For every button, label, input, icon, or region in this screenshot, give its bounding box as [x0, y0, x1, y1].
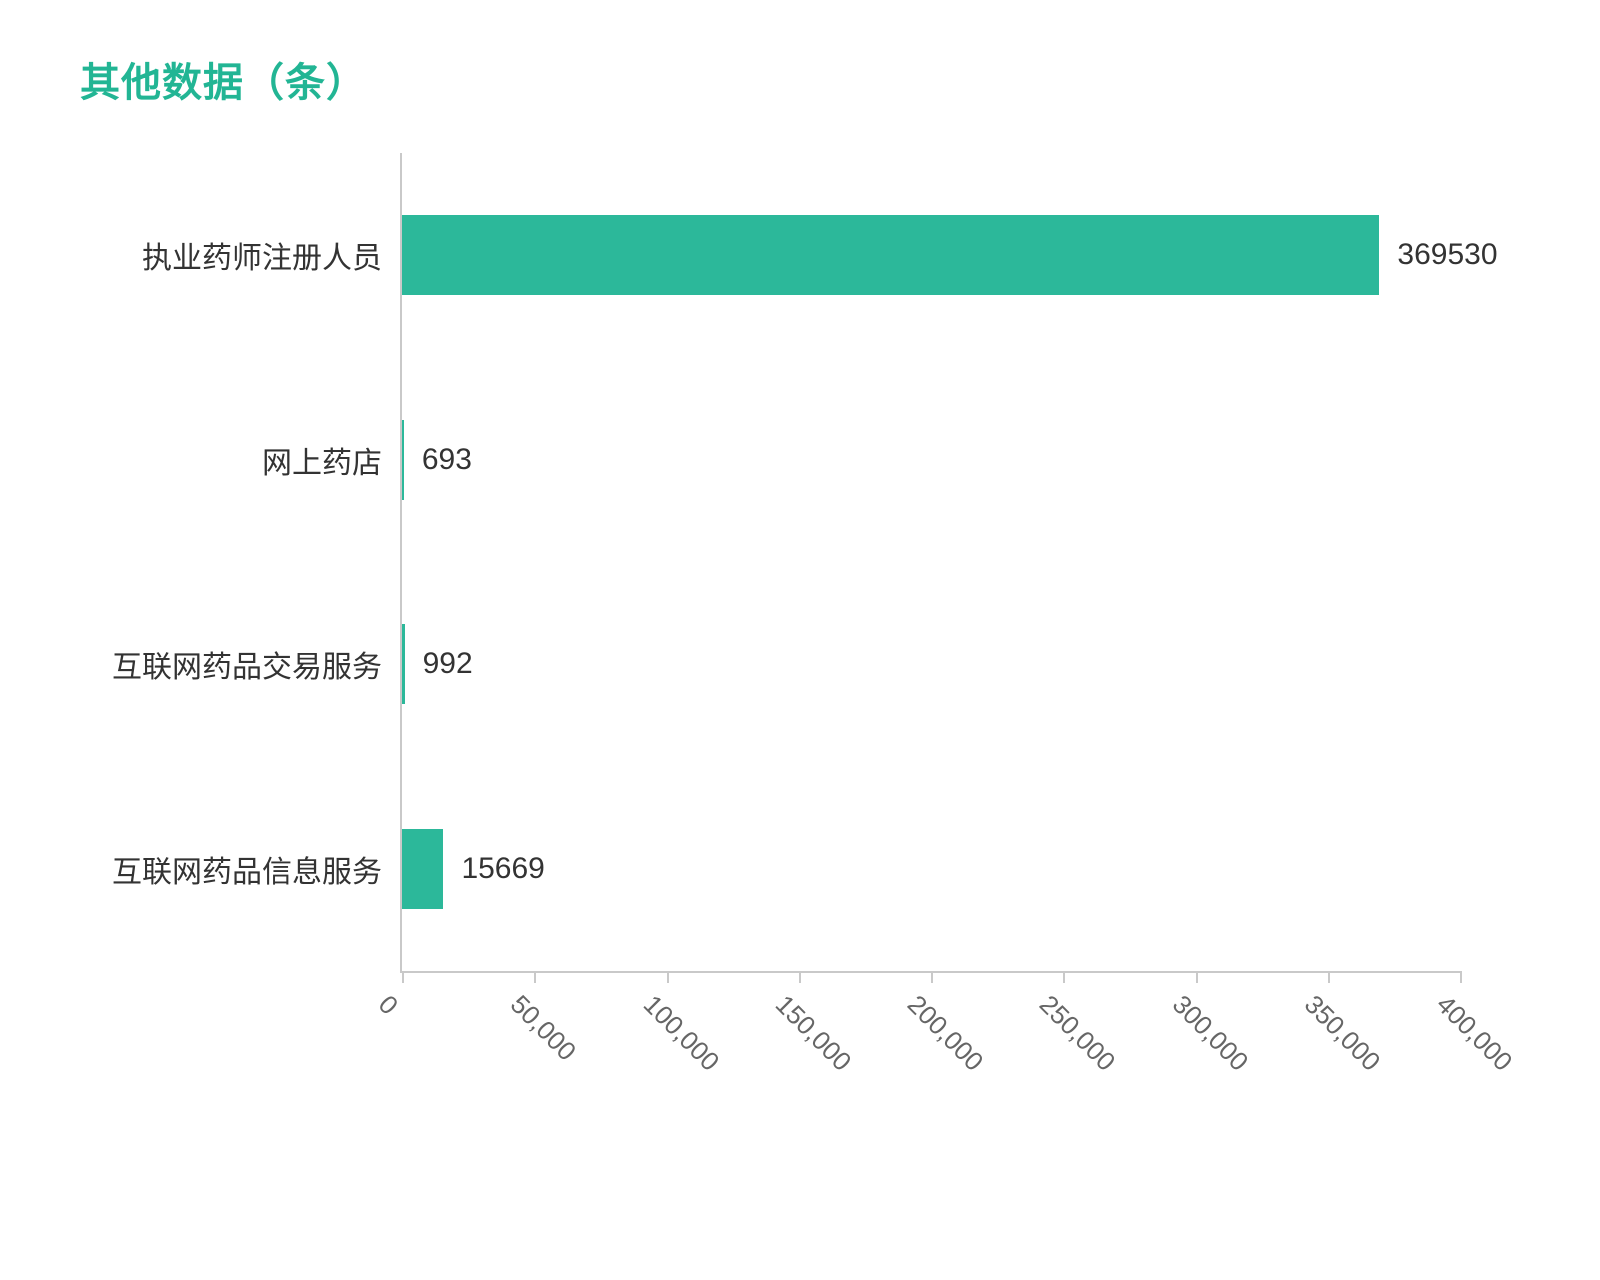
x-axis-tick-label: 100,000: [637, 989, 725, 1077]
x-axis-tick: [1460, 971, 1462, 983]
y-axis-label: 网上药店: [262, 438, 382, 482]
x-axis-tick-label: 50,000: [504, 989, 582, 1067]
x-axis-tick-label: 400,000: [1430, 989, 1518, 1077]
x-axis-tick-label: 250,000: [1033, 989, 1121, 1077]
bar: 693: [402, 420, 404, 500]
x-axis-tick-label: 300,000: [1166, 989, 1254, 1077]
x-axis-tick-label: 350,000: [1298, 989, 1386, 1077]
x-axis-tick-label: 200,000: [901, 989, 989, 1077]
bar: 992: [402, 624, 405, 704]
y-axis-label: 互联网药品信息服务: [112, 847, 382, 891]
y-axis-label: 互联网药品交易服务: [112, 642, 382, 686]
x-axis-tick-label: 150,000: [769, 989, 857, 1077]
bars: 369530 693 992 15669: [402, 153, 1460, 971]
chart-title: 其他数据（条）: [80, 50, 1520, 108]
plot-area: 执业药师注册人员网上药店互联网药品交易服务互联网药品信息服务 369530693…: [400, 153, 1460, 973]
x-axis-tick-label: 0: [372, 989, 404, 1021]
bar-value-label: 369530: [1379, 238, 1497, 272]
y-axis-labels: 执业药师注册人员网上药店互联网药品交易服务互联网药品信息服务: [82, 153, 382, 971]
bar-value-label: 693: [404, 443, 472, 477]
bar-value-label: 15669: [443, 852, 544, 886]
x-axis-labels: 050,000100,000150,000200,000250,000300,0…: [402, 971, 1460, 1091]
bar-value-label: 992: [405, 647, 473, 681]
bar: 369530: [402, 215, 1379, 295]
bar: 15669: [402, 829, 443, 909]
chart-container: 其他数据（条） 执业药师注册人员网上药店互联网药品交易服务互联网药品信息服务 3…: [80, 50, 1520, 973]
y-axis-label: 执业药师注册人员: [142, 233, 382, 277]
